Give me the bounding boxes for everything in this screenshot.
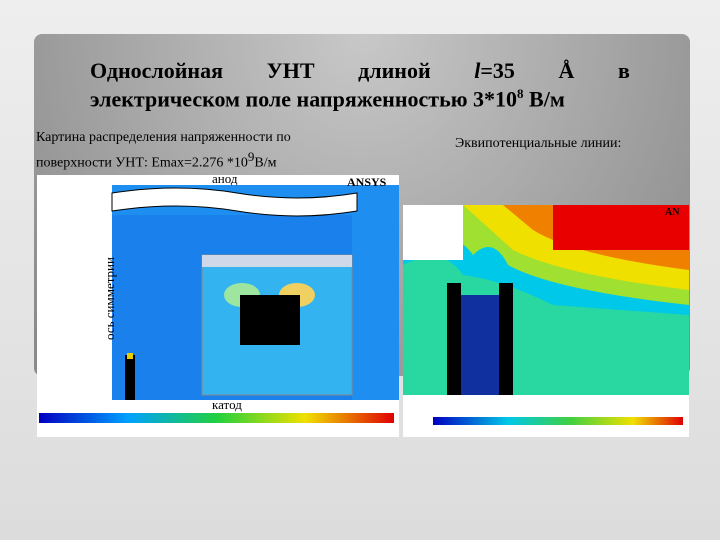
caption-sup: 9 bbox=[247, 149, 255, 164]
caption: поверхности УНТ: Emax=2.276 *109В/м bbox=[36, 149, 277, 172]
title-word: =35 bbox=[480, 58, 515, 83]
caption: Эквипотенциальные линии: bbox=[455, 136, 622, 151]
axis-label: ось симметрии bbox=[102, 257, 117, 340]
title-word: длиной bbox=[358, 58, 431, 83]
logo: AN bbox=[665, 207, 680, 218]
title-word: l bbox=[474, 58, 481, 83]
caption-unit: В/м bbox=[254, 155, 277, 171]
field-plot-right: AN bbox=[403, 205, 689, 437]
title-line: Однослойная УНТ длиной l=35 Å в bbox=[90, 58, 630, 84]
field-plot-left: анод катод ось симметрии ANSYS bbox=[37, 175, 399, 437]
logo: ANSYS bbox=[347, 175, 387, 189]
title-word: Å bbox=[558, 58, 575, 83]
title-word: в bbox=[618, 58, 630, 83]
title-sup: 8 bbox=[517, 86, 524, 101]
title-text: электрическом поле напряженностью 3*10 bbox=[90, 86, 518, 112]
cathode-label: катод bbox=[212, 397, 242, 412]
title-line: электрическом поле напряженностью 3*108 … bbox=[90, 86, 565, 112]
caption: Картина распределения напряженности по bbox=[36, 130, 291, 145]
anode-label: анод bbox=[212, 175, 238, 186]
title-unit: В/м bbox=[523, 86, 565, 112]
title-word: Однослойная bbox=[90, 58, 223, 83]
caption-text: поверхности УНТ: Emax=2.276 *10 bbox=[36, 155, 248, 171]
title-word: УНТ bbox=[266, 58, 315, 83]
